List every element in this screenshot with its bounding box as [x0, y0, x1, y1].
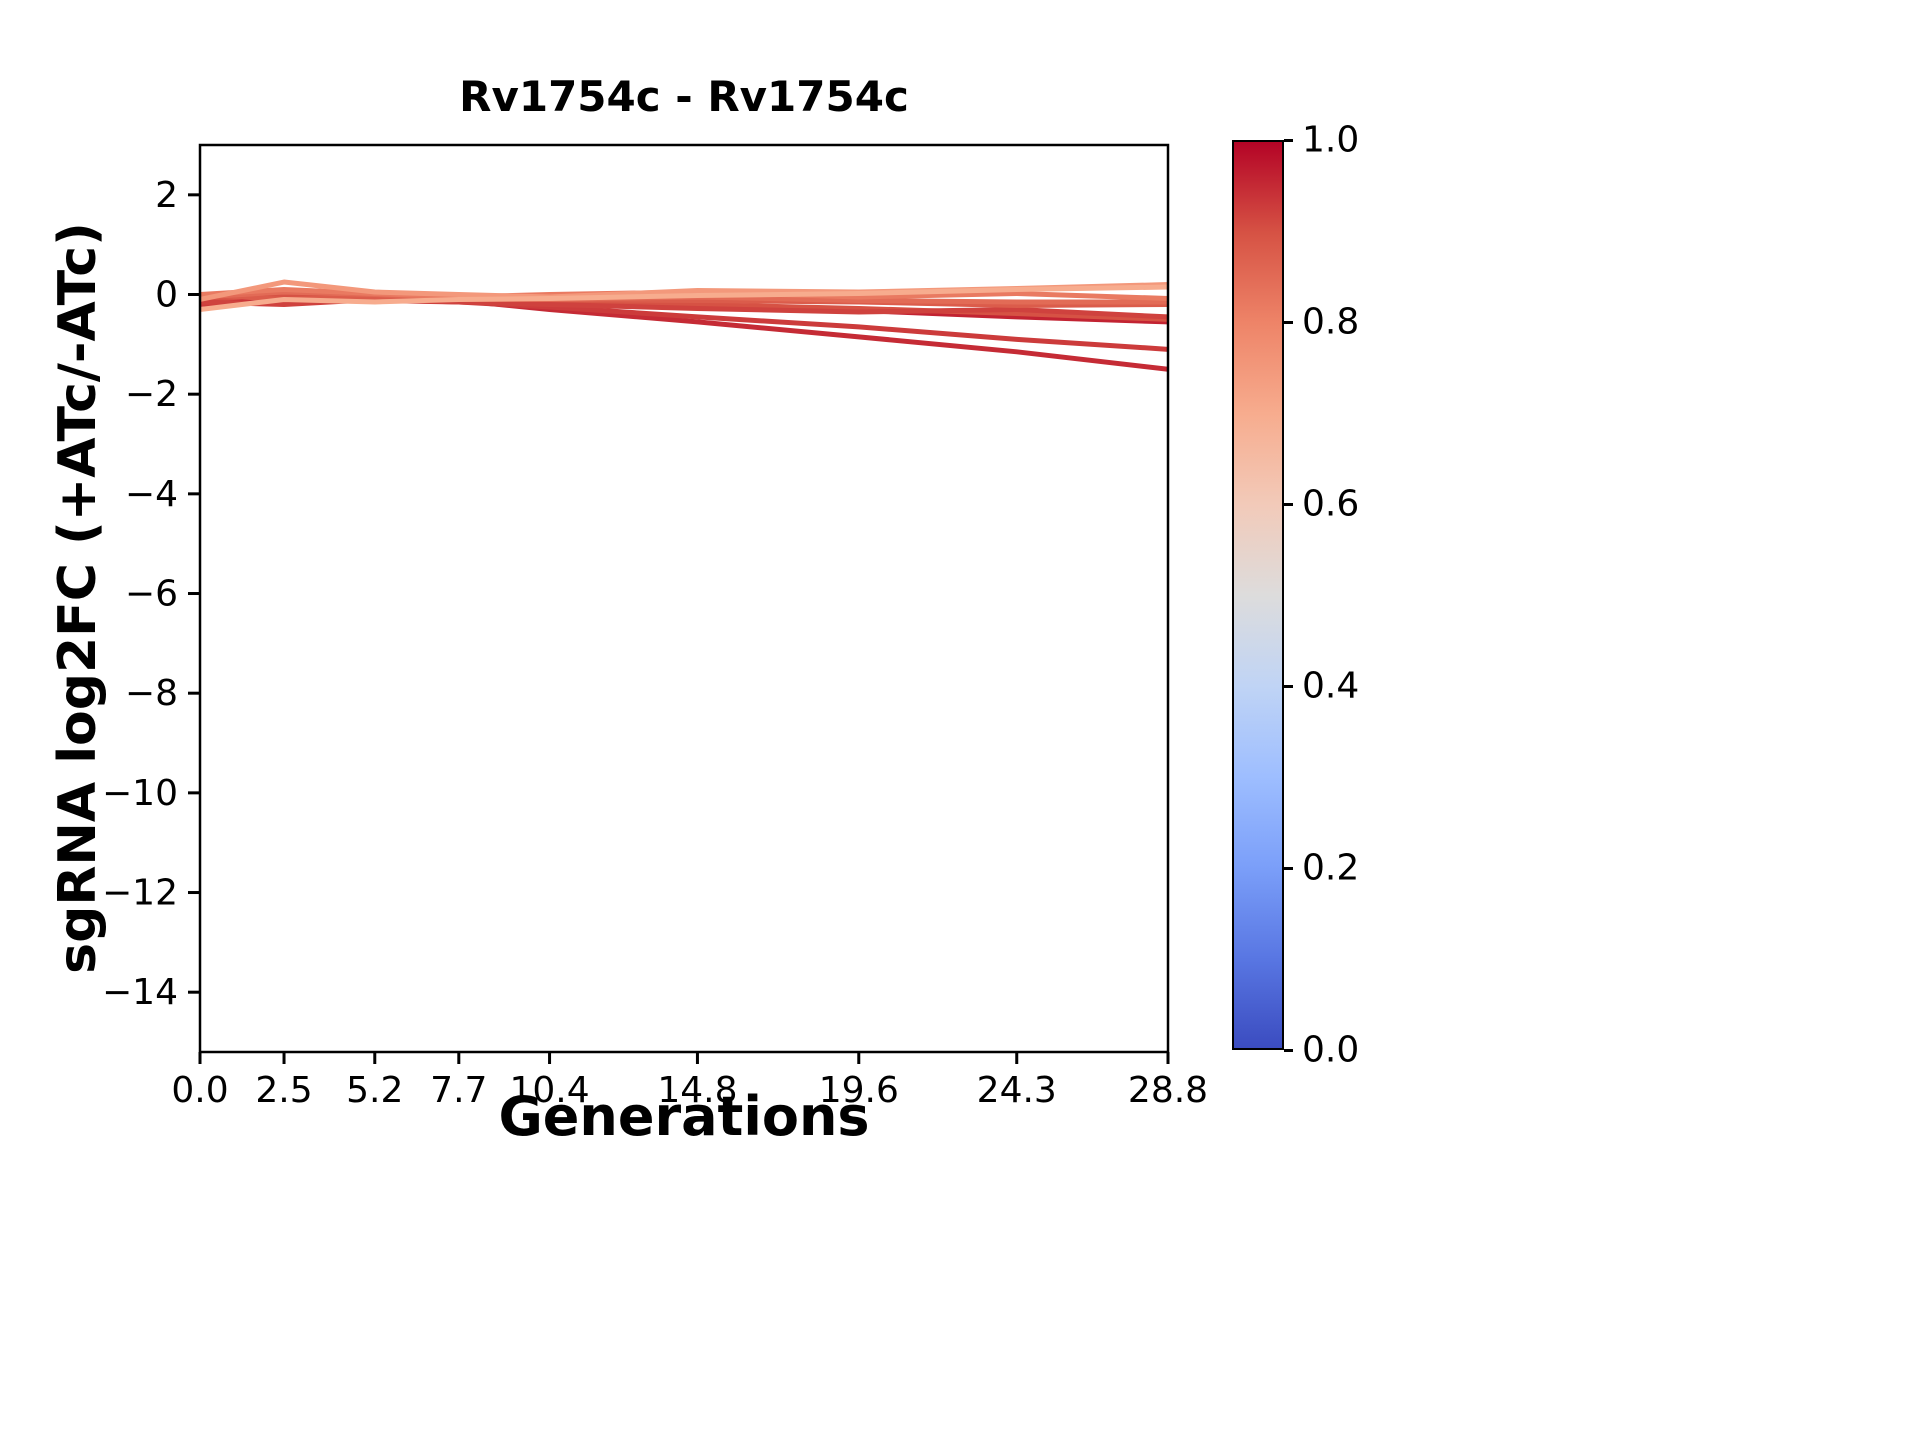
x-tick-label: 0.0 [171, 1070, 228, 1111]
axes-box [198, 143, 1170, 1054]
colorbar-tick-label: 0.6 [1302, 483, 1360, 525]
x-tick-label: 5.2 [346, 1070, 403, 1111]
x-ticks: 0.0 2.5 5.2 7.7 10.4 14.8 19.6 24.3 28.8 [171, 1052, 1208, 1111]
colorbar-tick-mark [1284, 866, 1293, 870]
colorbar-tick-mark [1284, 138, 1293, 142]
y-tick-label: −12 [102, 873, 178, 914]
x-tick-label: 14.8 [657, 1070, 737, 1111]
colorbar-tick-label: 1.0 [1302, 119, 1360, 161]
x-tick-label: 19.6 [819, 1070, 899, 1111]
x-tick-label: 10.4 [509, 1070, 589, 1111]
colorbar-tick-mark [1284, 502, 1293, 506]
colorbar-tick-mark [1284, 684, 1293, 688]
series-line-sgRNA-10 [200, 284, 1168, 312]
x-tick-label: 28.8 [1128, 1070, 1208, 1111]
y-ticks: 2 0 −2 −4 −6 −8 −10 −12 −14 [102, 175, 200, 1013]
y-tick-label: −8 [125, 673, 178, 714]
series-lines [200, 279, 1168, 372]
colorbar-tick-label: 0.0 [1302, 1029, 1360, 1071]
colorbar-tick-mark [1284, 320, 1293, 324]
y-tick-label: 0 [155, 275, 178, 316]
y-tick-label: 2 [155, 175, 178, 216]
colorbar-tick-label: 0.4 [1302, 665, 1360, 707]
x-tick-label: 2.5 [255, 1070, 312, 1111]
y-tick-label: −4 [125, 474, 178, 515]
chart-title: Rv1754c - Rv1754c [459, 72, 909, 121]
y-tick-label: −14 [102, 972, 178, 1013]
colorbar-tick-label: 0.2 [1302, 847, 1360, 889]
x-tick-label: 24.3 [977, 1070, 1057, 1111]
colorbar-tick-label: 0.8 [1302, 301, 1360, 343]
colorbar-tick-mark [1284, 1048, 1293, 1052]
y-tick-label: −10 [102, 773, 178, 814]
colorbar [1232, 140, 1284, 1050]
y-tick-label: −2 [125, 374, 178, 415]
x-tick-label: 7.7 [430, 1070, 487, 1111]
y-tick-label: −6 [125, 574, 178, 615]
x-axis-label: Generations [498, 1085, 870, 1148]
